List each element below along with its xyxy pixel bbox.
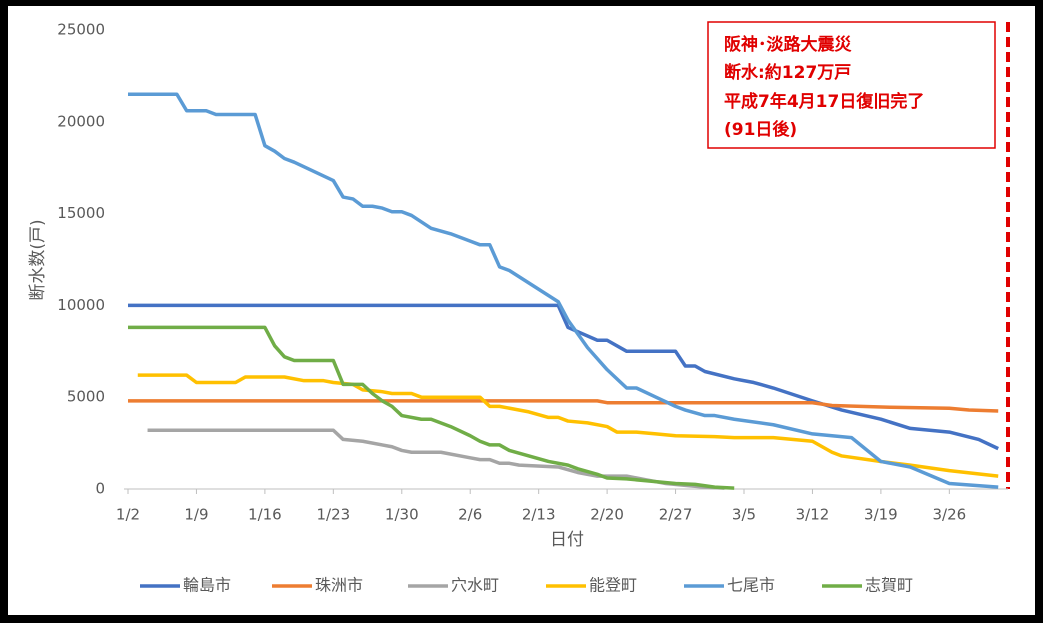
legend-label: 七尾市 [727,576,775,595]
x-tick-label: 3/5 [732,506,756,524]
x-tick-label: 1/16 [248,506,282,524]
legend-label: 珠洲市 [315,576,363,595]
x-tick-label: 3/12 [796,506,830,524]
x-tick-label: 3/19 [864,506,898,524]
x-tick-label: 2/6 [458,506,482,524]
x-tick-label: 2/27 [659,506,693,524]
annotation: (91日後) [724,119,797,140]
x-tick-label: 1/2 [116,506,140,524]
legend-label: 輪島市 [183,576,231,595]
x-tick-label: 2/13 [522,506,556,524]
legend-label: 志賀町 [865,576,913,595]
legend-label: 穴水町 [451,576,499,595]
annotation: 阪神･淡路大震災 [724,34,852,55]
series-line [128,92,999,489]
x-tick-label: 1/23 [316,506,350,524]
series-line [128,399,999,413]
y-tick-label: 10000 [57,296,105,314]
series-line [128,303,999,451]
x-tick-label: 1/30 [385,506,419,524]
y-axis-label: 断水数(戸) [28,219,48,300]
x-tick-label: 2/20 [590,506,624,524]
annotation: 平成7年4月17日復旧完了 [724,91,924,112]
x-tick-label: 3/26 [932,506,966,524]
annotation-box [707,21,996,149]
y-tick-label: 5000 [67,388,105,406]
x-tick-label: 1/9 [184,506,208,524]
y-tick-label: 15000 [57,204,105,222]
series-line [137,373,999,478]
y-tick-label: 0 [95,480,105,498]
x-axis-label: 日付 [550,530,584,550]
y-tick-label: 20000 [57,112,105,130]
legend-label: 能登町 [589,576,637,595]
series-line [128,325,735,490]
annotation: 断水:約127万戸 [724,62,851,83]
y-tick-label: 25000 [57,21,105,39]
